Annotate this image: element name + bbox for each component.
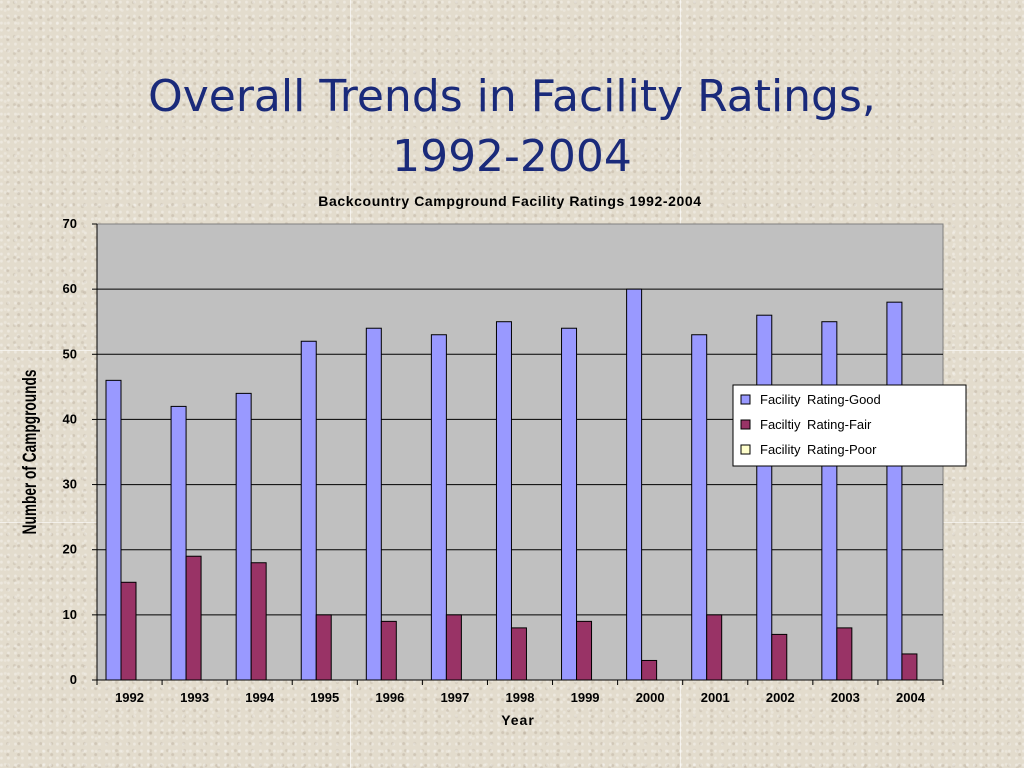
bar-faciltiy-rating-fair-1996	[380, 620, 397, 681]
bar-facility-rating-good-1998	[495, 321, 512, 681]
chart-title: Backcountry Campground Facility Ratings …	[318, 193, 701, 209]
bar-faciltiy-rating-fair-2001	[706, 614, 723, 681]
bar-faciltiy-rating-fair-1998	[510, 627, 527, 681]
x-tick-label: 2002	[766, 690, 795, 705]
bar-faciltiy-rating-fair-2004	[901, 653, 918, 681]
x-tick-label: 2000	[636, 690, 665, 705]
slide-title-line-1: Overall Trends in Facility Ratings,	[148, 71, 876, 123]
bar-faciltiy-rating-fair-1993	[185, 555, 202, 681]
bar-facility-rating-good-1997	[430, 334, 447, 681]
y-tick-label: 20	[63, 542, 77, 557]
bar-faciltiy-rating-fair-2000	[641, 659, 658, 681]
y-axis-ticks: 0 10 20 30 40 50 60 70	[63, 216, 97, 687]
x-tick-label: 1999	[571, 690, 600, 705]
x-tick-label: 1997	[440, 690, 469, 705]
y-tick-label: 10	[63, 607, 77, 622]
legend-label: Faciltiy Rating-Fair	[760, 417, 872, 432]
bar-facility-rating-good-1995	[300, 340, 317, 681]
y-tick-label: 50	[63, 346, 77, 361]
legend-label: Facility Rating-Good	[760, 392, 881, 407]
bar-faciltiy-rating-fair-1994	[250, 562, 267, 681]
bar-faciltiy-rating-fair-1995	[315, 614, 332, 681]
legend-box	[732, 384, 967, 467]
bar-faciltiy-rating-fair-1997	[445, 614, 462, 681]
slide-title-line-2: 1992-2004	[392, 131, 632, 183]
bar-facility-rating-good-2001	[691, 334, 708, 681]
bar-faciltiy-rating-fair-1992	[120, 581, 137, 681]
slide-title: Overall Trends in Facility Ratings, 1992…	[0, 67, 1024, 187]
x-axis-label: Year	[501, 712, 535, 728]
bar-facility-rating-good-2004	[886, 301, 903, 681]
y-axis-label: Number of Campgrounds	[19, 370, 41, 535]
legend-swatch	[740, 444, 751, 455]
x-tick-label: 1995	[310, 690, 339, 705]
y-tick-label: 0	[70, 672, 77, 687]
x-tick-label: 1993	[180, 690, 209, 705]
bar-facility-rating-good-1993	[170, 405, 187, 681]
bar-faciltiy-rating-fair-2003	[836, 627, 853, 681]
bar-facility-rating-good-1999	[561, 327, 578, 681]
x-tick-label: 1998	[506, 690, 535, 705]
x-tick-label: 2003	[831, 690, 860, 705]
x-tick-label: 1994	[245, 690, 275, 705]
y-tick-label: 40	[63, 411, 77, 426]
bar-faciltiy-rating-fair-2002	[771, 633, 788, 681]
x-tick-label: 2004	[896, 690, 926, 705]
x-tick-label: 1996	[375, 690, 404, 705]
legend-swatch	[740, 419, 751, 430]
y-tick-label: 60	[63, 281, 77, 296]
bar-faciltiy-rating-fair-1999	[576, 620, 593, 681]
y-tick-label: 30	[63, 477, 77, 492]
legend-label: Facility Rating-Poor	[760, 442, 877, 457]
bar-facility-rating-good-1996	[365, 327, 382, 681]
x-tick-label: 2001	[701, 690, 730, 705]
x-tick-label: 1992	[115, 690, 144, 705]
x-axis-ticks: 1992 1993 1994 1995 1996 1997 1998 1999 2000 2001…	[96, 680, 944, 705]
bar-facility-rating-good-1994	[235, 392, 252, 681]
legend-swatch	[740, 394, 751, 405]
bar-facility-rating-good-2002	[756, 314, 773, 681]
bar-facility-rating-good-2000	[626, 288, 643, 681]
bar-facility-rating-good-1992	[105, 379, 122, 681]
legend: Facility Rating-Good Faciltiy Rating-Fair…	[732, 384, 967, 467]
bar-facility-rating-good-2003	[821, 321, 838, 681]
y-tick-label: 70	[63, 216, 77, 231]
